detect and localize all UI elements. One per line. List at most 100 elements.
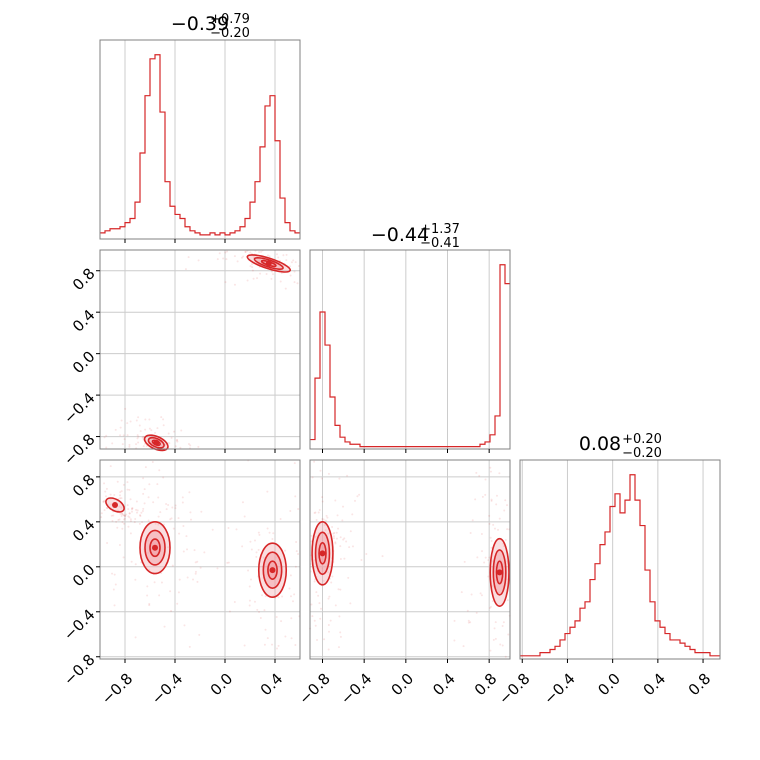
yz-sample-160 xyxy=(484,493,487,496)
yz-sample-66 xyxy=(327,648,330,651)
xz-sample-176 xyxy=(228,610,231,613)
yz-sample-132 xyxy=(469,532,472,535)
xy-sample-88 xyxy=(135,443,138,446)
xy-sample-138 xyxy=(279,280,282,283)
yz-sample-122 xyxy=(503,509,506,512)
yz-sample-127 xyxy=(489,605,492,608)
xy-sample-13 xyxy=(119,426,122,429)
xz-sample-228 xyxy=(134,518,137,521)
yz-sample-76 xyxy=(336,514,339,517)
xz-sample-195 xyxy=(124,514,127,517)
xy-sample-136 xyxy=(251,269,254,272)
yz-sample-95 xyxy=(313,619,316,622)
title-param-3-minus: −0.20 xyxy=(622,446,662,461)
yz-sample-182 xyxy=(453,639,456,642)
yz-sample-22 xyxy=(328,595,331,598)
xz-sample-72 xyxy=(109,465,112,468)
xz-sample-113 xyxy=(289,595,292,598)
xz-sample-21 xyxy=(196,580,199,583)
yz-sample-109 xyxy=(497,528,500,531)
xy-ylabel-4: −0.8 xyxy=(60,430,98,468)
xz-sample-201 xyxy=(128,512,131,515)
yz-sample-8 xyxy=(327,624,330,627)
xz-sample-189 xyxy=(124,515,127,518)
yz-sample-90 xyxy=(322,518,325,521)
xz-sample-255 xyxy=(112,514,115,517)
xz-sample-252 xyxy=(139,515,142,518)
xy-sample-77 xyxy=(105,446,108,449)
xz-sample-120 xyxy=(264,628,267,631)
xz-sample-173 xyxy=(291,600,294,603)
yz-sample-69 xyxy=(331,525,334,528)
yz-sample-135 xyxy=(474,498,477,501)
yz-sample-102 xyxy=(314,535,317,538)
xz-sample-135 xyxy=(294,495,297,498)
xz-sample-128 xyxy=(263,643,266,646)
xz-sample-119 xyxy=(277,644,280,647)
yz-sample-177 xyxy=(489,536,492,539)
xz-sample-12 xyxy=(196,560,199,563)
yz-sample-33 xyxy=(342,538,345,541)
yz-sample-123 xyxy=(479,592,482,595)
yz-sample-198 xyxy=(481,495,484,498)
xz-sample-140 xyxy=(284,635,287,638)
xz-sample-249 xyxy=(119,512,122,515)
xy-sample-119 xyxy=(282,254,285,257)
xz-ylabel-4: −0.8 xyxy=(60,651,98,689)
xy-sample-48 xyxy=(148,418,151,421)
xy-sample-107 xyxy=(260,250,263,253)
xz-sample-123 xyxy=(257,531,260,534)
xz-sample-97 xyxy=(254,539,257,542)
xz-sample-39 xyxy=(160,581,163,584)
xz-sample-145 xyxy=(248,604,251,607)
xz-sample-218 xyxy=(142,507,145,510)
yz-sample-148 xyxy=(495,494,498,497)
yz-sample-15 xyxy=(358,493,361,496)
yz-xlabel-1: −0.4 xyxy=(337,670,375,708)
xy-sample-144 xyxy=(259,272,262,275)
xz-sample-212 xyxy=(119,497,122,500)
yz-sample-154 xyxy=(483,561,486,564)
xz-sample-226 xyxy=(119,494,122,497)
xz-sample-178 xyxy=(105,506,108,509)
yz-sample-187 xyxy=(504,655,507,658)
yz-sample-87 xyxy=(338,615,341,618)
xz-sample-78 xyxy=(171,564,174,567)
yz-sample-113 xyxy=(490,498,493,501)
xz-sample-36 xyxy=(194,572,197,575)
xz-sample-102 xyxy=(256,608,259,611)
yz-sample-40 xyxy=(337,646,340,649)
yz-sample-100 xyxy=(327,472,330,475)
xz-sample-3 xyxy=(178,578,181,581)
xz-sample-76 xyxy=(186,548,189,551)
yz-sample-144 xyxy=(493,627,496,630)
yz-sample-51 xyxy=(313,559,316,562)
xz-sample-86 xyxy=(151,461,154,464)
xy-sample-79 xyxy=(124,407,127,410)
xz-sample-210 xyxy=(130,508,133,511)
yz-sample-21 xyxy=(339,545,342,548)
xz-sample-59 xyxy=(153,581,156,584)
xz-sample-235 xyxy=(105,487,108,490)
xy-sample-37 xyxy=(170,436,173,439)
xy-peak-1 xyxy=(265,260,272,267)
xz-sample-107 xyxy=(295,550,298,553)
xz-sample-233 xyxy=(127,515,130,518)
xz-sample-158 xyxy=(261,594,264,597)
xz-sample-117 xyxy=(290,637,293,640)
hist-z-frame xyxy=(519,459,721,660)
xy-sample-92 xyxy=(240,256,243,259)
xz-sample-1 xyxy=(148,483,151,486)
xy-sample-123 xyxy=(297,264,300,267)
yz-sample-30 xyxy=(343,557,346,560)
xy-peak-0 xyxy=(153,439,160,446)
xy-sample-3 xyxy=(189,444,192,447)
yz-sample-2 xyxy=(349,602,352,605)
xz-sample-196 xyxy=(120,497,123,500)
yz-sample-163 xyxy=(504,539,507,542)
yz-sample-197 xyxy=(489,470,492,473)
yz-sample-130 xyxy=(501,625,504,628)
xy-sample-109 xyxy=(233,283,236,286)
xy-sample-0 xyxy=(179,446,182,449)
